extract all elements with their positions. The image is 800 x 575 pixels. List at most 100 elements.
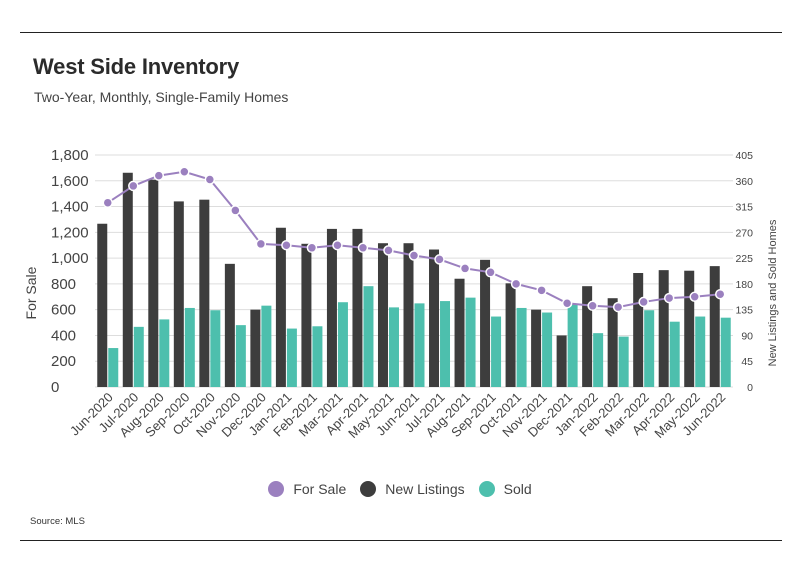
- bars-layer: [97, 172, 731, 387]
- new-listings-bar: [199, 199, 210, 387]
- new-listings-bar: [250, 309, 261, 387]
- y2-tick-label: 405: [735, 150, 753, 162]
- for-sale-point: [510, 278, 522, 290]
- sold-bar: [184, 307, 195, 387]
- new-listings-bar: [658, 270, 669, 387]
- for-sale-point: [587, 300, 598, 312]
- new-listings-bar: [148, 179, 159, 387]
- for-sale-point: [332, 239, 343, 251]
- legend-label-new-listings: New Listings: [385, 481, 465, 497]
- for-sale-point: [204, 174, 216, 185]
- new-listings-bar: [633, 273, 644, 387]
- for-sale-point: [102, 197, 114, 208]
- sold-bar: [491, 316, 502, 387]
- bottom-rule: [20, 540, 782, 541]
- for-sale-point: [536, 285, 547, 296]
- y2-tick-label: 45: [741, 356, 753, 368]
- sold-bar: [210, 310, 221, 387]
- top-rule: [20, 32, 782, 33]
- for-sale-line-layer: [102, 166, 726, 313]
- sold-bar: [235, 325, 246, 387]
- sold-bar: [695, 316, 706, 387]
- y2-tick-label: 360: [735, 176, 753, 188]
- sold-bar: [261, 305, 272, 387]
- y-tick-label: 0: [51, 379, 59, 396]
- for-sale-point: [230, 205, 241, 216]
- new-listings-bar: [326, 228, 337, 387]
- for-sale-point: [408, 250, 420, 261]
- sold-bar: [720, 317, 731, 387]
- y-tick-label: 400: [51, 327, 76, 344]
- y-tick-label: 1,800: [51, 147, 89, 164]
- new-listings-bar: [607, 298, 618, 387]
- new-listings-bar: [480, 259, 491, 387]
- source-note: Source: MLS: [30, 516, 85, 527]
- for-sale-point: [561, 297, 573, 309]
- chart-subtitle: Two-Year, Monthly, Single-Family Homes: [34, 89, 289, 105]
- right-axis-ticks: 0 45 90 135 180 225 270 315 360 405: [735, 150, 753, 394]
- for-sale-point: [255, 238, 267, 250]
- for-sale-point: [485, 267, 496, 278]
- left-axis-label: For Sale: [23, 266, 39, 319]
- sold-bar: [312, 326, 323, 387]
- new-listings-bar: [275, 227, 286, 387]
- y2-tick-label: 180: [735, 279, 753, 291]
- for-sale-point: [714, 288, 726, 300]
- legend-item-new-listings: New Listings: [360, 481, 465, 497]
- new-listings-bar: [377, 243, 388, 387]
- new-listings-bar: [531, 309, 542, 387]
- sold-bar: [108, 348, 119, 387]
- chart-title: West Side Inventory: [33, 54, 240, 79]
- legend-item-sold: Sold: [478, 481, 532, 497]
- y2-tick-label: 270: [735, 227, 753, 239]
- for-sale-point: [357, 242, 369, 254]
- sold-bar: [286, 328, 297, 387]
- legend-label-for-sale: For Sale: [293, 481, 347, 497]
- new-listings-bar: [556, 335, 567, 387]
- for-sale-point: [306, 242, 318, 254]
- y2-tick-label: 225: [735, 253, 753, 265]
- y2-tick-label: 0: [747, 382, 753, 394]
- for-sale-point: [153, 170, 165, 181]
- sold-bar: [669, 321, 680, 387]
- sold-bar: [542, 312, 553, 387]
- new-listings-swatch: [360, 481, 377, 497]
- sold-bar: [644, 310, 655, 387]
- y2-tick-label: 135: [735, 305, 753, 317]
- for-sale-point: [383, 245, 394, 256]
- for-sale-point: [434, 254, 445, 265]
- new-listings-bar: [454, 278, 465, 387]
- new-listings-bar: [173, 201, 184, 387]
- new-listings-bar: [429, 249, 440, 387]
- sold-bar: [337, 302, 348, 387]
- y-tick-label: 1,200: [51, 224, 89, 241]
- y-tick-label: 600: [51, 302, 76, 319]
- sold-bar: [414, 303, 425, 387]
- y-tick-label: 200: [51, 353, 76, 370]
- sold-bar: [465, 297, 476, 387]
- right-axis-label: New Listings and Sold Homes: [767, 219, 779, 366]
- y-tick-label: 1,600: [51, 173, 89, 190]
- sold-swatch: [478, 481, 495, 497]
- legend-item-for-sale: For Sale: [268, 481, 346, 497]
- for-sale-point: [689, 291, 700, 303]
- for-sale-point: [638, 296, 649, 308]
- new-listings-bar: [709, 266, 720, 387]
- sold-bar: [567, 304, 578, 387]
- legend-label-sold: Sold: [503, 481, 532, 497]
- sold-bar: [159, 319, 170, 387]
- sold-bar: [440, 301, 451, 387]
- new-listings-bar: [403, 243, 414, 387]
- new-listings-bar: [122, 172, 133, 387]
- sold-bar: [593, 333, 604, 387]
- sold-bar: [388, 307, 399, 387]
- new-listings-bar: [582, 286, 593, 387]
- for-sale-point: [179, 166, 190, 178]
- sold-bar: [363, 286, 374, 387]
- for-sale-point: [128, 180, 139, 192]
- y2-tick-label: 90: [741, 330, 753, 342]
- left-axis-ticks: 0 200 400 600 800 1,000 1,200 1,400 1,600 1,800: [51, 147, 89, 396]
- y-tick-label: 800: [51, 276, 76, 293]
- sold-bar: [516, 307, 527, 387]
